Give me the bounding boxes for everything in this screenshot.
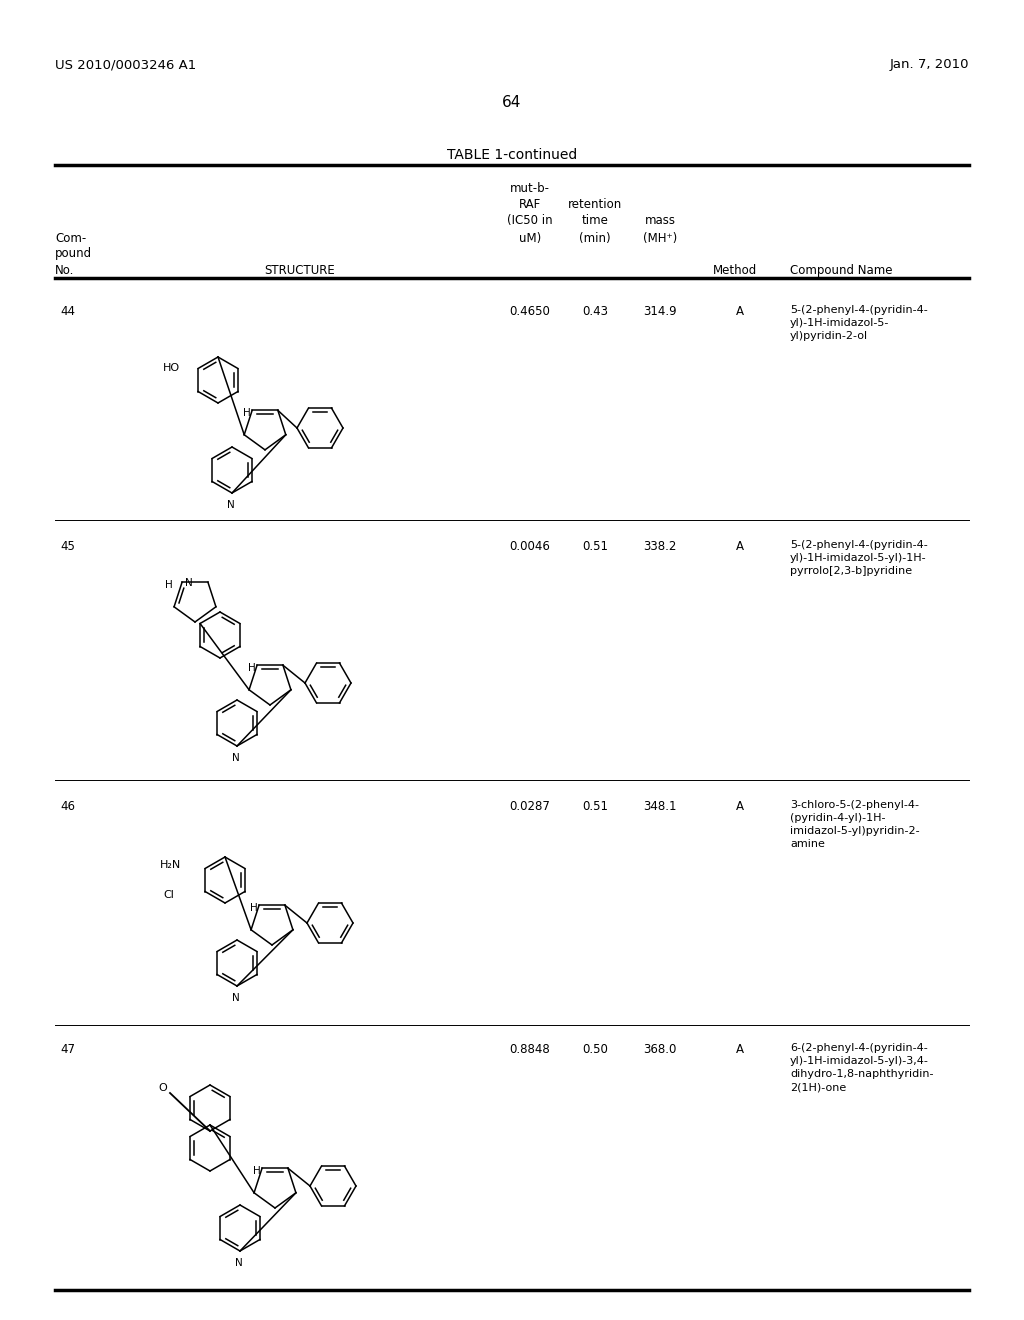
Text: TABLE 1-continued: TABLE 1-continued <box>446 148 578 162</box>
Text: yl)-1H-imidazol-5-yl)-3,4-: yl)-1H-imidazol-5-yl)-3,4- <box>790 1056 929 1067</box>
Text: 348.1: 348.1 <box>643 800 677 813</box>
Text: 0.43: 0.43 <box>582 305 608 318</box>
Text: Method: Method <box>713 264 757 277</box>
Text: 45: 45 <box>60 540 75 553</box>
Text: mut-b-: mut-b- <box>510 182 550 195</box>
Text: STRUCTURE: STRUCTURE <box>264 264 336 277</box>
Text: amine: amine <box>790 840 825 849</box>
Text: 0.0287: 0.0287 <box>510 800 551 813</box>
Text: uM): uM) <box>519 232 541 246</box>
Text: 314.9: 314.9 <box>643 305 677 318</box>
Text: H₂N: H₂N <box>160 861 181 870</box>
Text: retention: retention <box>568 198 623 211</box>
Text: (min): (min) <box>580 232 610 246</box>
Text: N: N <box>232 752 240 763</box>
Text: N: N <box>234 1258 243 1269</box>
Text: pound: pound <box>55 247 92 260</box>
Text: (IC50 in: (IC50 in <box>507 214 553 227</box>
Text: mass: mass <box>644 214 676 227</box>
Text: O: O <box>158 1082 167 1093</box>
Text: N: N <box>227 500 234 510</box>
Text: 338.2: 338.2 <box>643 540 677 553</box>
Text: No.: No. <box>55 264 75 277</box>
Text: RAF: RAF <box>519 198 541 211</box>
Text: US 2010/0003246 A1: US 2010/0003246 A1 <box>55 58 197 71</box>
Text: 44: 44 <box>60 305 75 318</box>
Text: 0.8848: 0.8848 <box>510 1043 550 1056</box>
Text: 47: 47 <box>60 1043 75 1056</box>
Text: 0.50: 0.50 <box>582 1043 608 1056</box>
Text: 2(1H)-one: 2(1H)-one <box>790 1082 846 1092</box>
Text: yl)pyridin-2-ol: yl)pyridin-2-ol <box>790 331 868 341</box>
Text: 5-(2-phenyl-4-(pyridin-4-: 5-(2-phenyl-4-(pyridin-4- <box>790 540 928 550</box>
Text: H: H <box>165 579 173 590</box>
Text: 64: 64 <box>503 95 521 110</box>
Text: Com-: Com- <box>55 232 86 246</box>
Text: 0.0046: 0.0046 <box>510 540 551 553</box>
Text: 46: 46 <box>60 800 75 813</box>
Text: A: A <box>736 305 744 318</box>
Text: A: A <box>736 540 744 553</box>
Text: 5-(2-phenyl-4-(pyridin-4-: 5-(2-phenyl-4-(pyridin-4- <box>790 305 928 315</box>
Text: H: H <box>243 408 251 418</box>
Text: Cl: Cl <box>163 890 174 900</box>
Text: 0.51: 0.51 <box>582 540 608 553</box>
Text: pyrrolo[2,3-b]pyridine: pyrrolo[2,3-b]pyridine <box>790 566 912 576</box>
Text: 0.51: 0.51 <box>582 800 608 813</box>
Text: Compound Name: Compound Name <box>790 264 893 277</box>
Text: A: A <box>736 800 744 813</box>
Text: H: H <box>248 663 256 673</box>
Text: 6-(2-phenyl-4-(pyridin-4-: 6-(2-phenyl-4-(pyridin-4- <box>790 1043 928 1053</box>
Text: A: A <box>736 1043 744 1056</box>
Text: H: H <box>250 903 258 913</box>
Text: yl)-1H-imidazol-5-: yl)-1H-imidazol-5- <box>790 318 890 327</box>
Text: HO: HO <box>163 363 180 374</box>
Text: N: N <box>185 578 193 587</box>
Text: imidazol-5-yl)pyridin-2-: imidazol-5-yl)pyridin-2- <box>790 826 920 836</box>
Text: (MH⁺): (MH⁺) <box>643 232 677 246</box>
Text: yl)-1H-imidazol-5-yl)-1H-: yl)-1H-imidazol-5-yl)-1H- <box>790 553 927 564</box>
Text: dihydro-1,8-naphthyridin-: dihydro-1,8-naphthyridin- <box>790 1069 934 1078</box>
Text: 368.0: 368.0 <box>643 1043 677 1056</box>
Text: Jan. 7, 2010: Jan. 7, 2010 <box>890 58 969 71</box>
Text: 3-chloro-5-(2-phenyl-4-: 3-chloro-5-(2-phenyl-4- <box>790 800 919 810</box>
Text: (pyridin-4-yl)-1H-: (pyridin-4-yl)-1H- <box>790 813 886 822</box>
Text: H: H <box>253 1166 261 1176</box>
Text: time: time <box>582 214 608 227</box>
Text: N: N <box>232 993 240 1003</box>
Text: 0.4650: 0.4650 <box>510 305 551 318</box>
